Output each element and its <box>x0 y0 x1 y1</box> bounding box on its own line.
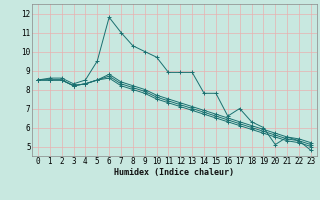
X-axis label: Humidex (Indice chaleur): Humidex (Indice chaleur) <box>115 168 234 177</box>
